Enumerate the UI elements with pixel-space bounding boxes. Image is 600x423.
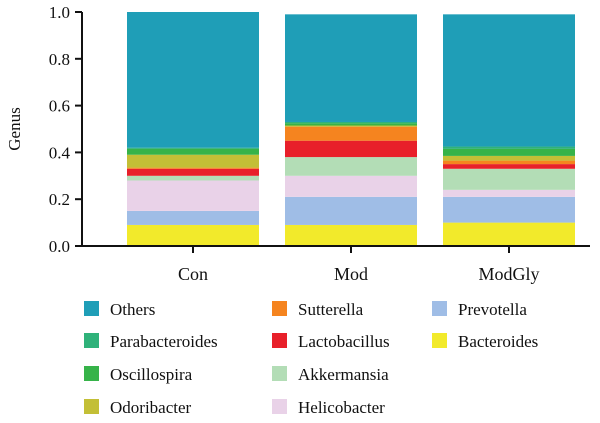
legend-label-oscillospira: Oscillospira xyxy=(110,365,193,384)
bar-segment-modgly-parabacteroides xyxy=(443,146,575,149)
bar-segment-modgly-bacteroides xyxy=(443,222,575,246)
bar-segment-con-odoribacter xyxy=(127,154,259,168)
legend-label-helicobacter: Helicobacter xyxy=(298,398,385,417)
bar-segment-mod-parabacteroides xyxy=(285,121,417,124)
legend-label-akkermansia: Akkermansia xyxy=(298,365,389,384)
legend-label-others: Others xyxy=(110,300,155,319)
legend-swatch-odoribacter xyxy=(84,399,99,414)
bar-segment-mod-oscillospira xyxy=(285,123,417,126)
bar-segment-modgly-odoribacter xyxy=(443,155,575,161)
y-tick-label: 0.8 xyxy=(49,50,70,69)
legend-label-prevotella: Prevotella xyxy=(458,300,527,319)
bar-segment-con-akkermansia xyxy=(127,175,259,181)
y-ticks-group: 0.0 0.2 0.4 0.6 0.8 1.0 xyxy=(49,3,82,256)
bar-segment-modgly-prevotella xyxy=(443,196,575,223)
legend-swatch-lactobacillus xyxy=(272,333,287,348)
bar-segment-mod-helicobacter xyxy=(285,175,417,197)
bars-group xyxy=(127,12,575,246)
bar-segment-con-prevotella xyxy=(127,210,259,225)
legend-swatch-helicobacter xyxy=(272,399,287,414)
bar-segment-mod-sutterella xyxy=(285,126,417,141)
bar-segment-con-lactobacillus xyxy=(127,168,259,176)
bar-segment-mod-lactobacillus xyxy=(285,140,417,158)
bar-segment-modgly-helicobacter xyxy=(443,189,575,197)
legend-label-lactobacillus: Lactobacillus xyxy=(298,332,390,351)
y-tick-label: 0.6 xyxy=(49,97,70,116)
x-category-label-modgly: ModGly xyxy=(478,264,539,284)
legend-swatch-akkermansia xyxy=(272,366,287,381)
axes-group: Genus xyxy=(5,12,590,247)
legend-label-parabacteroides: Parabacteroides xyxy=(110,332,218,351)
bar-segment-mod-bacteroides xyxy=(285,224,417,246)
bar-segment-con-helicobacter xyxy=(127,180,259,211)
y-axis-title: Genus xyxy=(5,107,24,150)
bar-segment-mod-akkermansia xyxy=(285,157,417,176)
x-category-label-con: Con xyxy=(178,264,208,284)
y-tick-label: 0.2 xyxy=(49,190,70,209)
bar-segment-con-bacteroides xyxy=(127,224,259,246)
y-tick-label: 0.4 xyxy=(49,143,71,162)
bar-segment-modgly-sutterella xyxy=(443,160,575,165)
legend-label-odoribacter: Odoribacter xyxy=(110,398,192,417)
bar-segment-modgly-others xyxy=(443,14,575,147)
legend-swatch-oscillospira xyxy=(84,366,99,381)
bar-segment-modgly-akkermansia xyxy=(443,168,575,190)
legend: Others Sutterella Prevotella Parabacteroide… xyxy=(84,300,538,417)
x-category-label-mod: Mod xyxy=(334,264,368,284)
bar-segment-modgly-lactobacillus xyxy=(443,164,575,169)
legend-swatch-prevotella xyxy=(432,301,447,316)
bar-segment-modgly-oscillospira xyxy=(443,148,575,156)
legend-label-bacteroides: Bacteroides xyxy=(458,332,538,351)
x-labels-group: Con Mod ModGly xyxy=(178,246,540,284)
y-tick-label: 0.0 xyxy=(49,237,70,256)
bar-segment-con-parabacteroides xyxy=(127,147,259,149)
bar-segment-con-oscillospira xyxy=(127,148,259,155)
legend-label-sutterella: Sutterella xyxy=(298,300,364,319)
bar-segment-mod-prevotella xyxy=(285,196,417,225)
legend-swatch-parabacteroides xyxy=(84,333,99,348)
legend-swatch-sutterella xyxy=(272,301,287,316)
bar-segment-con-sutterella xyxy=(127,167,259,169)
legend-swatch-others xyxy=(84,301,99,316)
y-tick-label: 1.0 xyxy=(49,3,70,22)
bar-segment-mod-odoribacter xyxy=(285,125,417,127)
bar-segment-con-others xyxy=(127,12,259,148)
bar-segment-mod-others xyxy=(285,14,417,122)
legend-swatch-bacteroides xyxy=(432,333,447,348)
